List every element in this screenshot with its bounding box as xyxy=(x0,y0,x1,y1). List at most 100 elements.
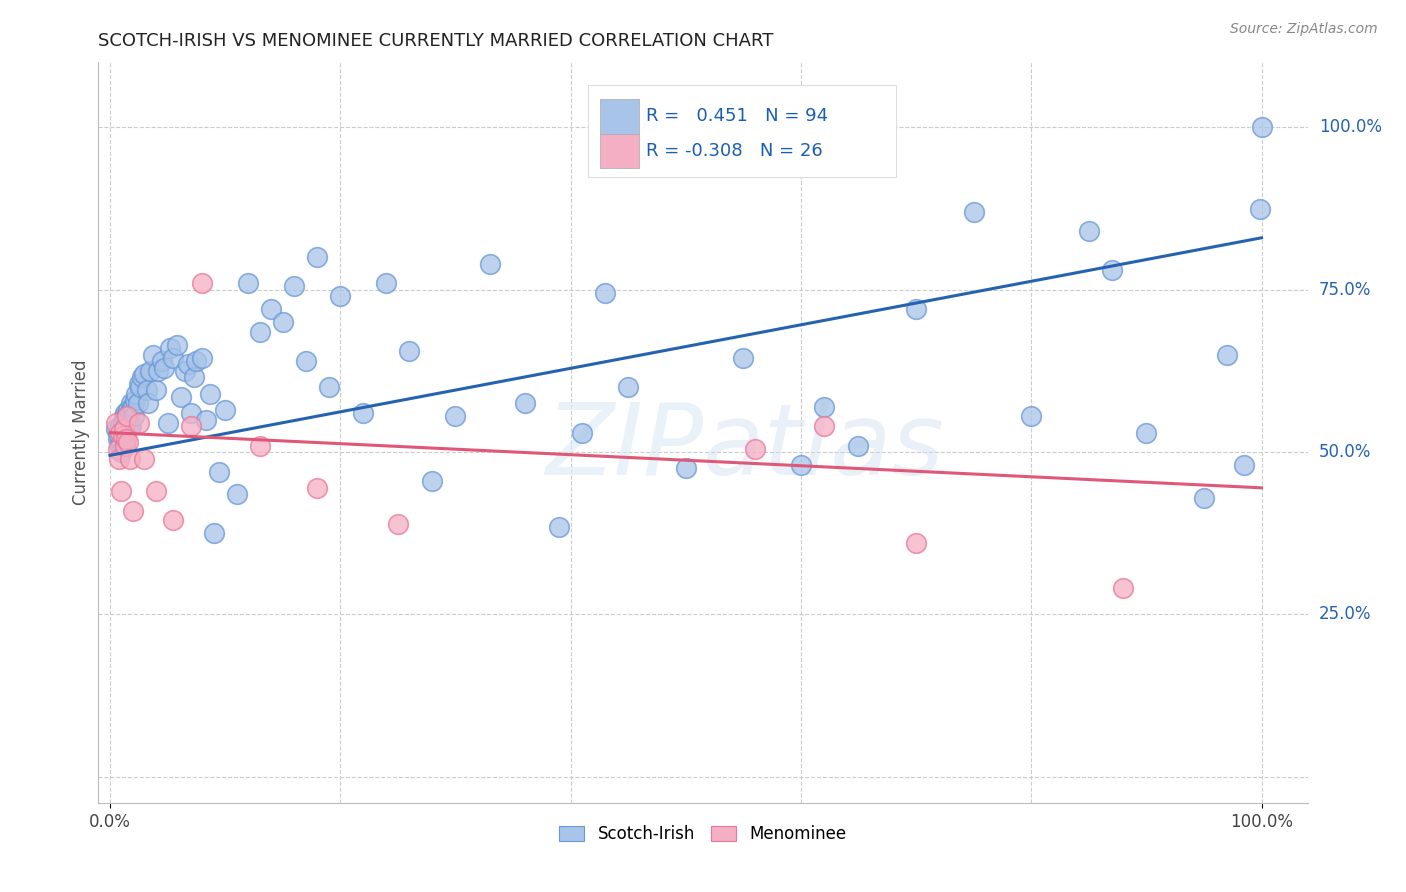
Point xyxy=(813,400,835,414)
Point xyxy=(294,354,316,368)
Point xyxy=(145,384,167,398)
Point xyxy=(180,419,202,434)
Point xyxy=(114,406,136,420)
Point xyxy=(118,416,141,430)
Point xyxy=(905,302,928,317)
Point xyxy=(329,289,352,303)
Point xyxy=(115,416,138,430)
Point xyxy=(398,344,420,359)
Point xyxy=(110,445,132,459)
Point xyxy=(1112,582,1135,596)
Point xyxy=(1233,458,1256,472)
Point xyxy=(513,396,536,410)
Point xyxy=(744,442,766,456)
Point xyxy=(107,432,129,446)
Point xyxy=(104,422,127,436)
Point xyxy=(112,432,135,446)
Point xyxy=(145,484,167,499)
Point xyxy=(115,409,138,424)
Point xyxy=(131,370,153,384)
Point xyxy=(162,513,184,527)
Point xyxy=(444,409,467,424)
Point xyxy=(156,416,179,430)
Point xyxy=(1250,120,1272,135)
Point xyxy=(180,406,202,420)
Point xyxy=(478,257,501,271)
Point xyxy=(422,475,444,489)
Point xyxy=(318,380,340,394)
Point xyxy=(153,360,176,375)
Point xyxy=(194,412,217,426)
Point xyxy=(1216,348,1239,362)
Point xyxy=(1135,425,1157,440)
Point xyxy=(134,451,156,466)
Point xyxy=(593,285,616,300)
Point xyxy=(104,416,127,430)
Point xyxy=(271,315,294,329)
Point xyxy=(848,439,870,453)
Point xyxy=(191,351,214,365)
Point xyxy=(225,487,247,501)
Legend: Scotch-Irish, Menominee: Scotch-Irish, Menominee xyxy=(553,819,853,850)
Point xyxy=(111,416,134,430)
Point xyxy=(121,400,143,414)
Text: Source: ZipAtlas.com: Source: ZipAtlas.com xyxy=(1230,22,1378,37)
Text: R = -0.308   N = 26: R = -0.308 N = 26 xyxy=(647,143,823,161)
Point xyxy=(214,403,236,417)
Point xyxy=(124,393,146,408)
Point xyxy=(128,380,150,394)
Point xyxy=(307,481,329,495)
Point xyxy=(375,277,398,291)
Text: 50.0%: 50.0% xyxy=(1319,443,1371,461)
Point xyxy=(183,370,205,384)
Point xyxy=(260,302,283,317)
Point xyxy=(127,396,149,410)
Point xyxy=(571,425,593,440)
Point xyxy=(117,403,139,417)
FancyBboxPatch shape xyxy=(588,85,897,178)
Point xyxy=(115,432,138,446)
Point xyxy=(191,277,214,291)
Point xyxy=(198,386,221,401)
Point xyxy=(202,526,225,541)
Point xyxy=(139,364,162,378)
Point xyxy=(186,354,208,368)
Point xyxy=(115,422,138,436)
Point xyxy=(110,435,132,450)
Point xyxy=(675,461,697,475)
Point xyxy=(134,367,156,381)
Point xyxy=(1077,224,1099,238)
Point xyxy=(110,439,132,453)
Point xyxy=(128,416,150,430)
Point xyxy=(115,412,138,426)
Point xyxy=(111,425,134,440)
Point xyxy=(905,536,928,550)
Point xyxy=(617,380,640,394)
Point xyxy=(114,439,136,453)
Point xyxy=(148,364,170,378)
Point xyxy=(122,409,145,424)
Point xyxy=(112,422,135,436)
Point xyxy=(118,406,141,420)
Text: 25.0%: 25.0% xyxy=(1319,606,1371,624)
Point xyxy=(733,351,755,365)
Point xyxy=(166,338,188,352)
FancyBboxPatch shape xyxy=(600,135,638,169)
Point xyxy=(108,451,131,466)
Point xyxy=(173,364,195,378)
Point xyxy=(249,325,271,339)
Text: atlas: atlas xyxy=(703,399,945,496)
Point xyxy=(135,384,157,398)
Point xyxy=(107,442,129,456)
Text: R =   0.451   N = 94: R = 0.451 N = 94 xyxy=(647,108,828,126)
Point xyxy=(120,396,142,410)
Point xyxy=(115,409,138,424)
Point xyxy=(162,351,184,365)
Text: 75.0%: 75.0% xyxy=(1319,281,1371,299)
Point xyxy=(790,458,813,472)
Point xyxy=(125,386,148,401)
Point xyxy=(114,439,136,453)
Point xyxy=(122,503,145,517)
Point xyxy=(150,354,173,368)
Point xyxy=(249,439,271,453)
